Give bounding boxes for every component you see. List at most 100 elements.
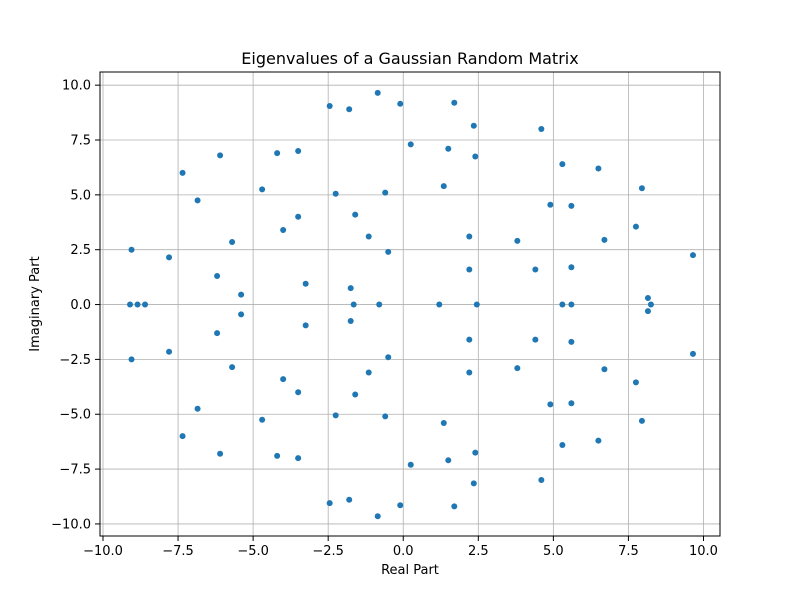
eigenvalue-point xyxy=(407,141,414,148)
eigenvalue-point xyxy=(532,266,539,273)
eigenvalue-point xyxy=(385,354,392,361)
eigenvalue-point xyxy=(470,122,477,129)
eigenvalue-point xyxy=(229,364,236,371)
x-tick-label: −7.5 xyxy=(162,544,194,559)
eigenvalue-point xyxy=(397,100,404,107)
y-tick-label: 0.0 xyxy=(70,298,91,313)
eigenvalue-point xyxy=(166,348,173,355)
eigenvalue-point xyxy=(142,301,149,308)
eigenvalue-point xyxy=(346,106,353,113)
eigenvalue-point xyxy=(346,496,353,503)
eigenvalue-point xyxy=(128,246,135,253)
eigenvalue-point xyxy=(127,301,134,308)
eigenvalue-point xyxy=(194,197,201,204)
eigenvalue-point xyxy=(326,103,333,110)
eigenvalue-point xyxy=(326,500,333,507)
x-tick-label: −5.0 xyxy=(237,544,269,559)
eigenvalue-point xyxy=(451,99,458,106)
eigenvalue-point xyxy=(397,502,404,509)
eigenvalue-point xyxy=(601,236,608,243)
eigenvalue-point xyxy=(166,254,173,261)
ticks-layer: −10.0 −7.5 −5.0 −2.5 0.0 2.5 5.0 7.5 10.0 −10.0 −7… xyxy=(51,79,718,559)
grid-layer xyxy=(100,72,720,536)
eigenvalue-point xyxy=(568,301,575,308)
y-tick-label: −10.0 xyxy=(51,517,91,532)
eigenvalue-point xyxy=(466,336,473,343)
eigenvalue-point xyxy=(532,336,539,343)
x-tick-label: 5.0 xyxy=(543,544,564,559)
eigenvalue-point xyxy=(559,301,566,308)
eigenvalue-point xyxy=(595,437,602,444)
eigenvalue-point xyxy=(332,412,339,419)
eigenvalue-point xyxy=(568,400,575,407)
eigenvalue-point xyxy=(445,145,452,152)
eigenvalue-point xyxy=(472,449,479,456)
eigenvalue-point xyxy=(547,401,554,408)
eigenvalue-point xyxy=(568,264,575,271)
eigenvalue-point xyxy=(385,248,392,255)
eigenvalue-point xyxy=(473,301,480,308)
eigenvalue-point xyxy=(445,457,452,464)
eigenvalue-point xyxy=(472,153,479,160)
eigenvalue-point xyxy=(350,301,357,308)
eigenvalue-point xyxy=(647,301,654,308)
eigenvalue-point xyxy=(352,391,359,398)
eigenvalue-point xyxy=(644,294,651,301)
eigenvalue-point xyxy=(466,266,473,273)
x-tick-label: 7.5 xyxy=(618,544,639,559)
eigenvalue-point xyxy=(259,416,266,423)
eigenvalue-point xyxy=(295,389,302,396)
chart-title: Eigenvalues of a Gaussian Random Matrix xyxy=(241,49,578,68)
eigenvalue-point xyxy=(632,223,639,230)
eigenvalue-point xyxy=(302,322,309,329)
eigenvalue-point xyxy=(295,213,302,220)
eigenvalue-point xyxy=(382,189,389,196)
y-tick-label: 5.0 xyxy=(70,188,91,203)
y-tick-label: 2.5 xyxy=(70,243,91,258)
eigenvalue-point xyxy=(638,185,645,192)
eigenvalue-point xyxy=(466,369,473,376)
eigenvalue-point xyxy=(595,165,602,172)
eigenvalue-point xyxy=(128,356,135,363)
eigenvalue-point xyxy=(214,273,221,280)
y-tick-label: −5.0 xyxy=(59,408,91,423)
eigenvalue-point xyxy=(451,503,458,510)
eigenvalue-point xyxy=(229,239,236,246)
eigenvalue-point xyxy=(559,161,566,168)
x-tick-label: −10.0 xyxy=(83,544,123,559)
eigenvalue-point xyxy=(689,252,696,259)
eigenvalue-point xyxy=(407,461,414,468)
eigenvalue-point xyxy=(365,233,372,240)
eigenvalue-point xyxy=(440,420,447,427)
y-axis-label: Imaginary Part xyxy=(28,256,43,351)
eigenvalue-point xyxy=(295,455,302,462)
eigenvalue-point xyxy=(638,417,645,424)
eigenvalue-point xyxy=(538,126,545,133)
eigenvalue-point xyxy=(274,452,281,459)
eigenvalue-point xyxy=(347,318,354,325)
eigenvalue-point xyxy=(470,480,477,487)
plot-frame xyxy=(99,71,721,537)
eigenvalue-point xyxy=(295,147,302,154)
x-tick-label: 10.0 xyxy=(689,544,718,559)
eigenvalue-point xyxy=(547,201,554,208)
eigenvalue-point xyxy=(179,433,186,440)
eigenvalue-point xyxy=(352,211,359,218)
eigenvalue-point xyxy=(376,301,383,308)
eigenvalue-point xyxy=(436,301,443,308)
eigenvalue-point xyxy=(568,338,575,345)
eigenvalue-point xyxy=(514,365,521,372)
eigenvalue-point xyxy=(259,186,266,193)
eigenvalue-point xyxy=(374,89,381,96)
x-tick-label: 0.0 xyxy=(393,544,414,559)
eigenvalue-point xyxy=(179,169,186,176)
eigenvalue-point xyxy=(238,291,245,298)
eigenvalue-point xyxy=(217,152,224,159)
eigenvalue-point xyxy=(382,413,389,420)
x-tick-label: 2.5 xyxy=(468,544,489,559)
eigenvalue-point xyxy=(274,150,281,157)
eigenvalue-point xyxy=(280,226,287,233)
eigenvalue-point xyxy=(217,450,224,457)
eigenvalue-point xyxy=(559,441,566,448)
